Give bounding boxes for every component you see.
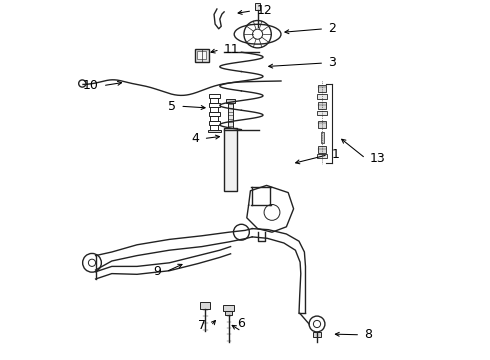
Text: 3: 3 bbox=[328, 57, 337, 69]
Text: 5: 5 bbox=[168, 100, 176, 113]
Bar bbox=[228, 103, 233, 128]
Bar bbox=[318, 94, 327, 99]
Bar bbox=[318, 146, 326, 153]
Bar bbox=[318, 154, 327, 158]
Text: 1: 1 bbox=[332, 148, 340, 161]
Bar bbox=[314, 332, 320, 337]
Text: 9: 9 bbox=[153, 265, 162, 278]
Bar bbox=[209, 94, 220, 98]
Bar bbox=[208, 130, 221, 132]
Bar bbox=[225, 311, 232, 315]
Bar bbox=[200, 302, 210, 309]
Text: 11: 11 bbox=[224, 43, 240, 56]
Bar bbox=[195, 49, 209, 62]
Bar bbox=[321, 132, 324, 143]
Bar bbox=[210, 98, 219, 103]
Bar bbox=[210, 125, 219, 130]
Bar bbox=[209, 112, 220, 116]
Bar bbox=[318, 111, 327, 115]
Text: 6: 6 bbox=[238, 317, 245, 330]
Bar bbox=[223, 305, 234, 311]
Text: 7: 7 bbox=[198, 319, 206, 332]
Text: 12: 12 bbox=[257, 4, 272, 17]
Bar bbox=[224, 128, 237, 191]
Bar bbox=[209, 121, 220, 125]
Bar bbox=[210, 116, 219, 121]
Bar bbox=[209, 103, 220, 107]
Text: 10: 10 bbox=[83, 79, 98, 92]
Text: 4: 4 bbox=[192, 132, 199, 145]
Bar bbox=[226, 99, 235, 103]
Text: 8: 8 bbox=[365, 328, 372, 341]
Bar bbox=[318, 121, 326, 128]
Bar bbox=[210, 107, 219, 112]
Bar bbox=[318, 85, 326, 92]
Text: 2: 2 bbox=[328, 22, 337, 35]
Bar bbox=[197, 51, 206, 59]
Bar bbox=[318, 102, 326, 109]
Bar bbox=[255, 3, 261, 10]
Text: 13: 13 bbox=[370, 152, 386, 165]
